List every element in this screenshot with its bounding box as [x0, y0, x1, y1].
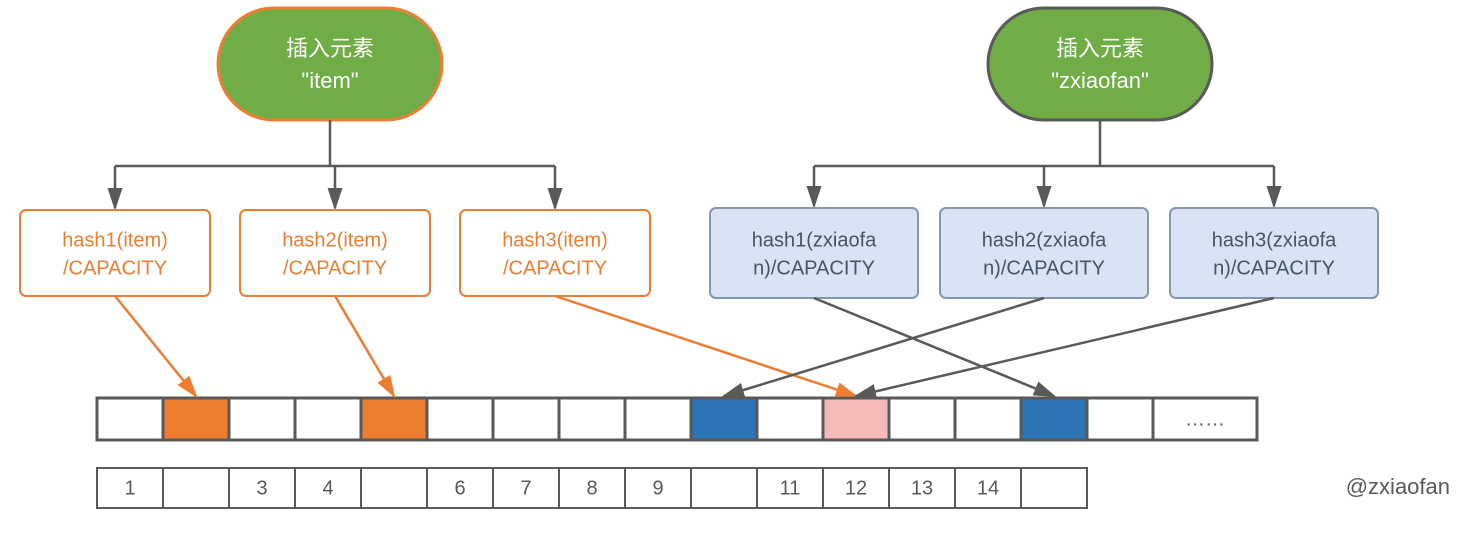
index-label: 11	[780, 477, 801, 499]
hash-line1: hash1(zxiaofa	[752, 229, 877, 251]
bitarray-cell	[757, 398, 823, 440]
index-label: 4	[322, 477, 333, 499]
map-arrow	[115, 296, 196, 396]
insert-capsule	[988, 8, 1212, 120]
hash-line2: /CAPACITY	[63, 257, 167, 279]
bitarray-cell	[427, 398, 493, 440]
index-label: 12	[845, 477, 867, 499]
index-label: 9	[652, 477, 663, 499]
map-arrow	[555, 296, 856, 396]
ellipsis: ……	[1185, 408, 1225, 430]
hash-box	[710, 208, 918, 298]
bitarray-cell	[361, 398, 427, 440]
credit: @zxiaofan	[1346, 474, 1450, 499]
bitarray-cell	[1021, 398, 1087, 440]
index-label: 10	[713, 477, 735, 499]
index-label: 6	[454, 477, 465, 499]
bitarray-cell	[955, 398, 1021, 440]
map-arrow	[856, 298, 1274, 396]
index-label: 15	[1043, 477, 1065, 499]
index-label: 5	[388, 477, 399, 499]
hash-line1: hash2(zxiaofa	[982, 229, 1107, 251]
map-arrow	[724, 298, 1044, 396]
bitarray-cell	[823, 398, 889, 440]
hash-line1: hash1(item)	[62, 229, 168, 251]
bitarray-cell	[1087, 398, 1153, 440]
bitarray-cell	[97, 398, 163, 440]
index-label: 1	[124, 477, 135, 499]
hash-box	[1170, 208, 1378, 298]
map-arrow	[814, 298, 1054, 396]
capsule-line2: "item"	[301, 68, 358, 93]
map-arrow	[335, 296, 394, 396]
hash-line2: n)/CAPACITY	[753, 257, 875, 279]
index-label: 13	[911, 477, 933, 499]
hash-box	[940, 208, 1148, 298]
index-label: 8	[586, 477, 597, 499]
capsule-line1: 插入元素	[1056, 36, 1144, 61]
index-label: 2	[190, 477, 201, 499]
bitarray-cell	[229, 398, 295, 440]
hash-line1: hash3(zxiaofa	[1212, 229, 1337, 251]
capsule-line2: "zxiaofan"	[1051, 68, 1149, 93]
hash-line1: hash3(item)	[502, 229, 608, 251]
hash-box	[460, 210, 650, 296]
bitarray-cell	[559, 398, 625, 440]
bitarray-cell	[889, 398, 955, 440]
bitarray-cell	[691, 398, 757, 440]
hash-line1: hash2(item)	[282, 229, 388, 251]
hash-line2: /CAPACITY	[503, 257, 607, 279]
hash-box	[240, 210, 430, 296]
insert-capsule	[218, 8, 442, 120]
index-label: 14	[977, 477, 999, 499]
hash-line2: n)/CAPACITY	[983, 257, 1105, 279]
index-label: 7	[520, 477, 531, 499]
hash-line2: n)/CAPACITY	[1213, 257, 1335, 279]
bitarray-cell	[163, 398, 229, 440]
bitarray-cell	[493, 398, 559, 440]
index-label: 3	[256, 477, 267, 499]
hash-line2: /CAPACITY	[283, 257, 387, 279]
bitarray-cell	[295, 398, 361, 440]
bitarray-cell	[625, 398, 691, 440]
hash-box	[20, 210, 210, 296]
capsule-line1: 插入元素	[286, 36, 374, 61]
